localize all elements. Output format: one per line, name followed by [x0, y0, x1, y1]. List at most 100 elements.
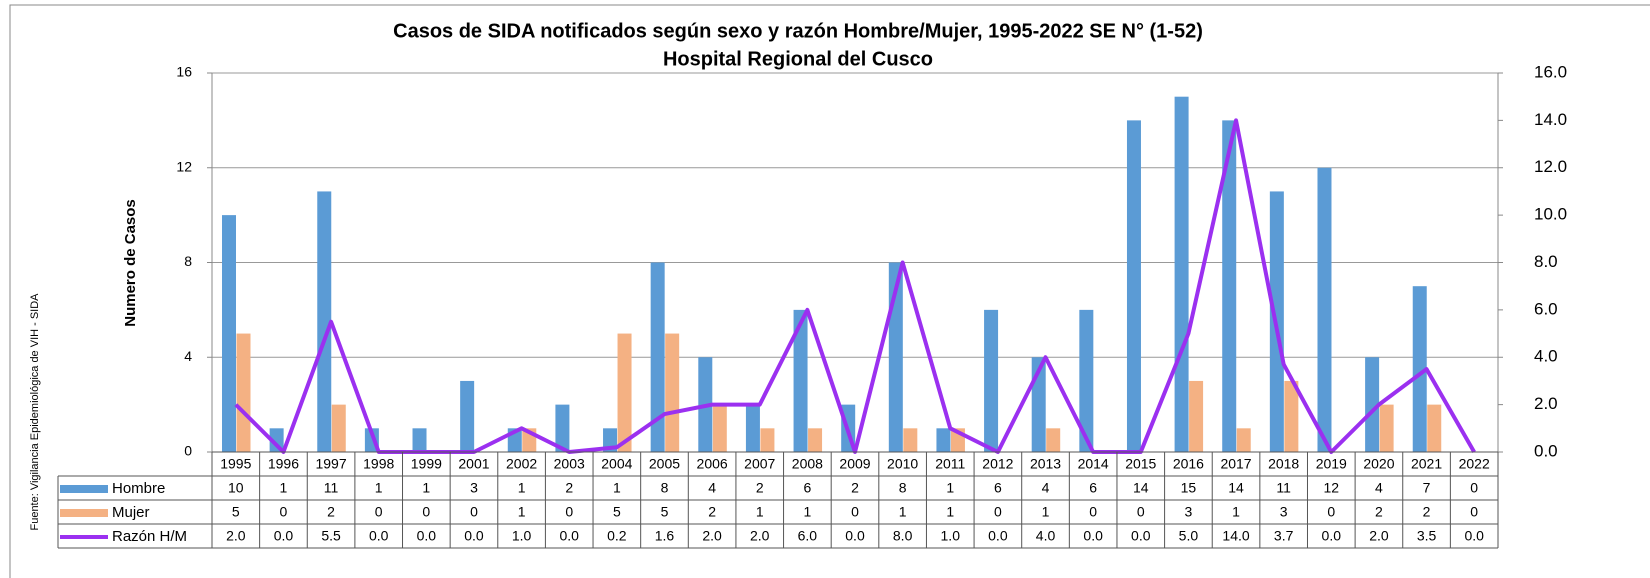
table-value: 0 [851, 504, 859, 520]
table-value: 0 [1327, 504, 1335, 520]
bar [1365, 357, 1380, 452]
table-value: 0.0 [1131, 528, 1151, 544]
x-tick-label: 2019 [1316, 456, 1347, 472]
table-value: 0 [1470, 504, 1478, 520]
x-tick-label: 2013 [1030, 456, 1061, 472]
bar [1189, 380, 1204, 452]
chart-subtitle: Hospital Regional del Cusco [663, 48, 933, 70]
table-value: 6 [1089, 480, 1097, 496]
table-value: 1 [422, 480, 430, 496]
table-value: 1 [375, 480, 383, 496]
bar [1222, 120, 1237, 452]
x-tick-label: 2016 [1173, 456, 1204, 472]
source-note: Fuente: Vigilancia Epidemiológica de VIH… [29, 293, 41, 531]
table-value: 3 [1280, 504, 1288, 520]
y2-tick-label: 14.0 [1534, 110, 1567, 129]
y2-tick-label: 6.0 [1534, 299, 1558, 318]
bar [1412, 286, 1427, 452]
table-value: 0.0 [988, 528, 1008, 544]
x-tick-label: 2002 [506, 456, 537, 472]
table-value: 3.7 [1274, 528, 1294, 544]
table-value: 1 [946, 504, 954, 520]
y-tick-label: 12 [176, 158, 192, 174]
bar [1427, 404, 1442, 452]
y-tick-label: 16 [176, 64, 192, 80]
table-value: 11 [324, 480, 339, 496]
table-value: 1.0 [941, 528, 961, 544]
x-tick-label: 2014 [1078, 456, 1109, 472]
table-value: 3 [1185, 504, 1193, 520]
table-value: 1 [946, 480, 954, 496]
y2-tick-label: 2.0 [1534, 394, 1558, 413]
table-value: 0 [422, 504, 430, 520]
table-value: 0 [1137, 504, 1145, 520]
bar [745, 404, 760, 452]
bar [1174, 96, 1189, 452]
y2-tick-label: 12.0 [1534, 157, 1567, 176]
bar [808, 428, 823, 452]
table-value: 1 [756, 504, 764, 520]
chart-title: Casos de SIDA notificados según sexo y r… [393, 20, 1203, 42]
x-tick-label: 2011 [935, 456, 965, 472]
y2-tick-label: 10.0 [1534, 205, 1567, 224]
table-value: 14.0 [1222, 528, 1249, 544]
x-tick-label: 1998 [363, 456, 394, 472]
table-value: 2.0 [702, 528, 722, 544]
table-value: 0.0 [274, 528, 294, 544]
table-value: 4 [1375, 480, 1383, 496]
legend-label: Mujer [112, 504, 150, 521]
table-value: 10 [228, 480, 244, 496]
bar [617, 333, 632, 452]
x-tick-label: 1997 [315, 456, 346, 472]
y2-tick-label: 4.0 [1534, 347, 1558, 366]
bar [1079, 309, 1094, 452]
table-value: 4 [1042, 480, 1050, 496]
table-value: 5.0 [1179, 528, 1199, 544]
table-value: 5 [232, 504, 240, 520]
table-value: 2.0 [750, 528, 770, 544]
table-value: 2 [565, 480, 573, 496]
y-tick-label: 8 [184, 253, 192, 269]
table-value: 0.0 [464, 528, 484, 544]
bar [331, 404, 346, 452]
x-tick-label: 2018 [1268, 456, 1299, 472]
bar [236, 333, 251, 452]
x-tick-label: 2006 [697, 456, 728, 472]
x-tick-label: 2010 [887, 456, 918, 472]
table-value: 0 [565, 504, 573, 520]
x-tick-label: 2015 [1125, 456, 1156, 472]
x-tick-label: 2012 [982, 456, 1013, 472]
bar [1236, 428, 1251, 452]
bar [1046, 428, 1061, 452]
table-value: 5 [613, 504, 621, 520]
legend-key [60, 485, 108, 493]
table-value: 0.0 [559, 528, 579, 544]
table-value: 0 [470, 504, 478, 520]
table-value: 0 [1089, 504, 1097, 520]
bar [1317, 167, 1332, 452]
table-value: 6.0 [798, 528, 818, 544]
bar [760, 428, 775, 452]
x-tick-label: 2020 [1363, 456, 1394, 472]
bar [222, 215, 236, 452]
bar [317, 191, 332, 452]
table-value: 1 [613, 480, 621, 496]
x-tick-label: 2007 [744, 456, 775, 472]
table-value: 2 [756, 480, 764, 496]
table-value: 14 [1228, 480, 1244, 496]
table-value: 15 [1181, 480, 1197, 496]
table-value: 0.0 [845, 528, 865, 544]
y-axis-label: Numero de Casos [122, 199, 139, 327]
table-value: 2.0 [1369, 528, 1389, 544]
bar [984, 309, 999, 452]
bar [460, 380, 475, 452]
table-value: 2 [327, 504, 335, 520]
x-tick-label: 1999 [411, 456, 442, 472]
bar [793, 309, 808, 452]
x-tick-label: 2022 [1459, 456, 1490, 472]
table-value: 7 [1423, 480, 1431, 496]
table-value: 0 [994, 504, 1002, 520]
x-tick-label: 2003 [554, 456, 585, 472]
table-value: 0 [1470, 480, 1478, 496]
